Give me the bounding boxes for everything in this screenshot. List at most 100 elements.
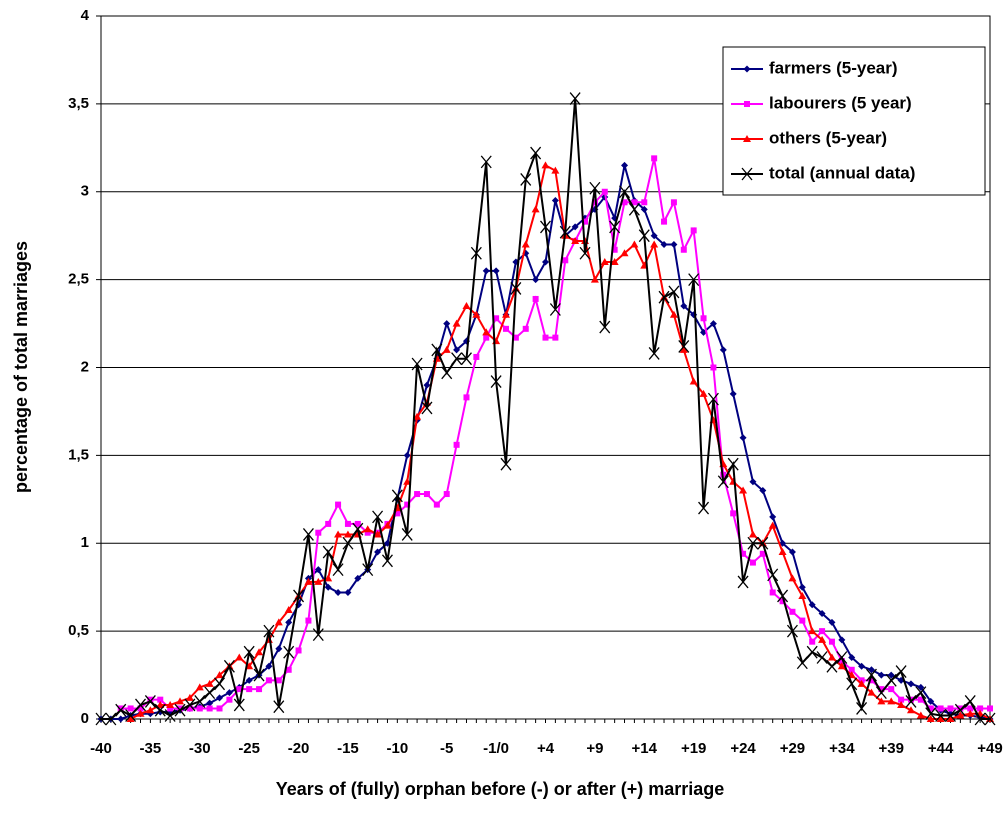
marker (413, 412, 422, 420)
marker (828, 618, 836, 626)
marker (127, 705, 134, 712)
marker (216, 705, 223, 712)
marker (206, 705, 213, 712)
marker (470, 246, 482, 260)
marker (974, 712, 986, 726)
marker (641, 199, 648, 206)
marker (305, 617, 312, 624)
marker (344, 520, 351, 527)
marker (669, 310, 678, 318)
marker (925, 707, 937, 721)
x-tick-label: -15 (337, 740, 359, 757)
marker (502, 325, 509, 332)
marker (885, 673, 897, 687)
marker (611, 246, 618, 253)
marker (759, 487, 767, 495)
marker (749, 559, 756, 566)
marker (747, 536, 759, 550)
marker (798, 591, 807, 599)
marker (391, 489, 403, 503)
marker (532, 295, 539, 302)
marker (549, 303, 561, 316)
marker (719, 346, 727, 354)
marker (167, 705, 174, 712)
x-tick-label: -10 (386, 740, 408, 757)
marker (364, 529, 371, 536)
x-tick-label: -25 (238, 740, 260, 757)
marker (472, 310, 481, 318)
marker (957, 705, 964, 712)
marker (233, 698, 245, 712)
x-tick-label: +39 (878, 740, 903, 757)
marker (354, 574, 362, 582)
marker (935, 709, 947, 722)
marker (757, 536, 769, 550)
marker (895, 665, 907, 678)
x-tick-label: +19 (681, 740, 706, 757)
marker (214, 677, 226, 691)
marker (621, 199, 628, 206)
marker (174, 703, 186, 717)
marker (917, 683, 925, 691)
marker (343, 530, 352, 538)
marker (739, 434, 747, 442)
marker (176, 697, 185, 705)
marker (956, 711, 965, 719)
marker (865, 668, 877, 682)
marker (838, 636, 846, 644)
marker (480, 155, 492, 169)
marker (828, 638, 835, 645)
marker (638, 229, 650, 243)
legend-label: others (5-year) (769, 128, 887, 147)
marker (256, 686, 263, 693)
marker (411, 357, 423, 371)
marker (245, 676, 253, 684)
marker (856, 702, 868, 715)
x-tick-label: -40 (90, 740, 112, 757)
legend-label: farmers (5-year) (769, 58, 898, 77)
marker (717, 475, 729, 489)
x-tick-label: -5 (440, 740, 453, 757)
marker (354, 520, 361, 527)
marker (650, 232, 658, 240)
marker (689, 377, 698, 385)
marker (788, 548, 796, 556)
marker (877, 697, 886, 705)
y-tick-label: 0 (81, 710, 89, 727)
marker (372, 510, 384, 524)
marker (599, 320, 611, 334)
marker (462, 301, 471, 309)
marker (551, 166, 560, 174)
marker (906, 706, 915, 714)
y-tick-label: 4 (81, 7, 90, 24)
marker (769, 513, 777, 521)
marker (878, 686, 885, 693)
marker (194, 695, 206, 708)
marker (739, 486, 748, 494)
marker (620, 249, 629, 257)
marker (441, 366, 453, 380)
marker (621, 161, 629, 169)
marker (610, 258, 619, 266)
marker (223, 659, 235, 673)
marker (293, 589, 305, 603)
marker (818, 635, 827, 643)
marker (768, 521, 777, 529)
marker (125, 709, 137, 722)
x-tick-label: -20 (288, 740, 310, 757)
marker (522, 325, 529, 332)
marker (196, 705, 203, 712)
series-line (120, 158, 990, 710)
marker (788, 574, 797, 582)
marker (601, 188, 608, 195)
marker (362, 563, 374, 577)
marker (977, 705, 984, 712)
marker (285, 666, 292, 673)
marker (964, 695, 976, 708)
marker (789, 608, 796, 615)
marker (442, 345, 451, 353)
marker (779, 598, 786, 605)
marker (710, 364, 717, 371)
marker (579, 246, 591, 260)
marker (332, 563, 344, 577)
